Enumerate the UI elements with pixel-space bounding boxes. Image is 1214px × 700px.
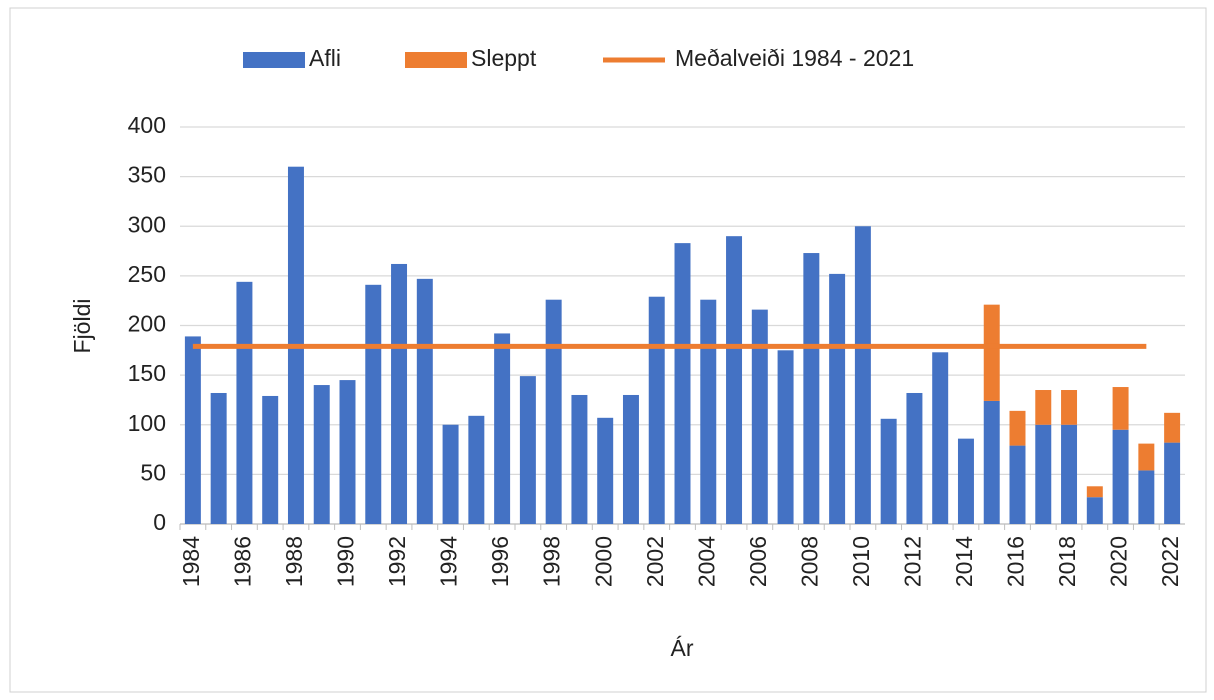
bar (442, 424, 459, 524)
bar (1086, 497, 1103, 524)
x-tick-label: 2000 (590, 536, 616, 587)
y-tick-label: 100 (128, 410, 166, 436)
x-tick-label: 1990 (333, 536, 359, 587)
bar (236, 281, 253, 524)
legend-label: Sleppt (471, 45, 537, 71)
x-tick-label: 1992 (384, 536, 410, 587)
chart-border (9, 7, 1207, 693)
bar (1035, 424, 1052, 524)
bar (700, 299, 717, 524)
x-tick-label: 2006 (745, 536, 771, 587)
y-axis-label: Fjöldi (69, 299, 95, 354)
bar (416, 278, 433, 524)
bar (571, 394, 588, 524)
bar (622, 394, 639, 524)
bar (1061, 424, 1078, 524)
bar (751, 309, 768, 524)
y-tick-label: 150 (128, 360, 166, 386)
y-tick-label: 250 (128, 261, 166, 287)
bar (777, 350, 794, 524)
bar (262, 395, 279, 524)
bar (906, 392, 923, 524)
bar (983, 304, 1000, 401)
bar (339, 380, 356, 524)
x-tick-label: 2012 (900, 536, 926, 587)
y-tick-label: 200 (128, 311, 166, 337)
x-tick-label: 2008 (796, 536, 822, 587)
legend-swatch (405, 52, 467, 68)
bar (1061, 390, 1078, 425)
x-tick-label: 2018 (1054, 536, 1080, 587)
bar (391, 263, 408, 524)
bar (803, 253, 820, 525)
bar (1138, 443, 1155, 471)
bar (932, 352, 949, 524)
bar (210, 392, 227, 524)
bar (854, 226, 871, 524)
x-tick-label: 2020 (1106, 536, 1132, 587)
legend-swatch (243, 52, 305, 68)
y-tick-label: 350 (128, 162, 166, 188)
y-tick-label: 0 (153, 509, 166, 535)
x-tick-label: 2004 (693, 536, 719, 587)
x-axis-label: Ár (671, 635, 694, 661)
y-tick-label: 400 (128, 112, 166, 138)
legend-label: Afli (309, 45, 341, 71)
bar (829, 273, 846, 524)
bar (1112, 429, 1129, 524)
bar (597, 417, 614, 524)
bar (1035, 390, 1052, 425)
x-tick-label: 2022 (1157, 536, 1183, 587)
bar (313, 385, 330, 524)
bar (648, 296, 665, 524)
y-tick-label: 300 (128, 211, 166, 237)
x-tick-label: 2016 (1003, 536, 1029, 587)
bar (1112, 387, 1129, 430)
bar (365, 284, 382, 524)
bar (1009, 410, 1026, 446)
bar (494, 333, 511, 524)
bar (545, 299, 562, 524)
x-tick-label: 1984 (178, 536, 204, 587)
legend-label: Meðalveiði 1984 - 2021 (675, 45, 914, 71)
bar (726, 236, 743, 525)
x-tick-label: 1986 (230, 536, 256, 587)
bar (957, 438, 974, 524)
bar (983, 400, 1000, 524)
x-tick-label: 2002 (642, 536, 668, 587)
bar (1009, 445, 1026, 524)
bar (1164, 442, 1181, 524)
bar (880, 418, 897, 524)
y-tick-label: 50 (140, 459, 166, 485)
bar (1086, 486, 1103, 498)
x-tick-label: 1988 (281, 536, 307, 587)
x-tick-label: 1996 (487, 536, 513, 587)
bar (1138, 470, 1155, 524)
bar (674, 243, 691, 524)
x-tick-label: 1994 (436, 536, 462, 587)
bar (1164, 412, 1181, 443)
bar (519, 376, 536, 524)
x-tick-label: 2014 (951, 536, 977, 587)
bar (184, 336, 201, 524)
x-tick-label: 2010 (848, 536, 874, 587)
bar (468, 415, 485, 524)
x-tick-label: 1998 (539, 536, 565, 587)
